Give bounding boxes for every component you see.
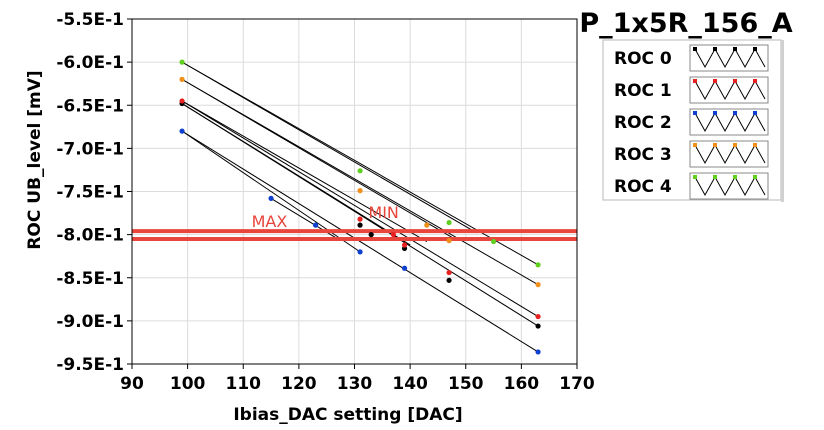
x-tick-label: 110 — [226, 374, 262, 394]
legend-swatch-marker — [693, 111, 697, 115]
legend-swatch-marker — [753, 47, 757, 51]
data-point — [268, 195, 274, 201]
x-axis-label: Ibias_DAC setting [DAC] — [233, 405, 462, 425]
legend-swatch-marker — [713, 143, 717, 147]
legend-swatch-marker — [693, 79, 697, 83]
data-point — [535, 313, 541, 320]
legend-swatch-marker — [693, 175, 697, 179]
fit-line — [181, 61, 478, 234]
x-tick-label: 150 — [448, 374, 484, 394]
legend-label: ROC 3 — [614, 145, 672, 165]
y-tick-label: -8.5E-1 — [56, 269, 124, 289]
fit-line — [181, 100, 428, 242]
x-tick-label: 160 — [504, 374, 540, 394]
data-point — [446, 238, 452, 244]
data-point — [179, 98, 185, 104]
legend-box-shadow — [781, 40, 784, 202]
legend-swatch-marker — [733, 175, 737, 179]
legend-label: ROC 2 — [614, 113, 672, 133]
data-point — [179, 128, 185, 134]
y-axis-label: ROC UB_level [mV] — [25, 70, 45, 249]
legend-swatch-marker — [713, 79, 717, 83]
data-point — [357, 168, 363, 174]
data-point — [357, 249, 363, 255]
grid — [131, 18, 578, 365]
legend-swatch-marker — [733, 79, 737, 83]
data-point — [535, 282, 541, 288]
y-tick-label: -5.5E-1 — [56, 10, 124, 30]
legend-swatch-marker — [733, 111, 737, 115]
data-point — [357, 216, 363, 222]
chart-title: P_1x5R_156_A — [579, 8, 792, 39]
legend-swatch-marker — [753, 175, 757, 179]
data-point — [179, 76, 185, 82]
legend-swatch-marker — [753, 111, 757, 115]
x-tick-label: 170 — [559, 374, 595, 394]
data-point — [312, 222, 319, 228]
fit-line — [181, 130, 539, 353]
x-tick-label: 100 — [170, 374, 206, 394]
legend-swatch-marker — [733, 47, 737, 51]
data-point — [179, 59, 185, 65]
legend-swatch-line — [694, 47, 766, 69]
legend-swatch-marker — [693, 47, 697, 51]
y-tick-label: -9.5E-1 — [56, 355, 124, 375]
legend-swatch-marker — [713, 47, 717, 51]
data-point — [401, 242, 408, 248]
y-tick-label: -8.0E-1 — [56, 226, 124, 246]
legend-label: ROC 1 — [614, 81, 672, 101]
legend-swatch-marker — [713, 175, 717, 179]
fit-line — [181, 78, 455, 240]
legend-swatch-line — [694, 79, 766, 101]
data-point — [368, 232, 374, 238]
data-point — [535, 323, 541, 329]
x-tick-label: 90 — [120, 374, 144, 394]
y-tick-label: -6.5E-1 — [56, 96, 124, 116]
legend-swatch-line — [694, 175, 766, 197]
legend-label: ROC 4 — [614, 177, 672, 197]
data-point — [401, 265, 408, 271]
data-point — [446, 269, 452, 276]
data-point — [390, 232, 397, 238]
fit-line — [181, 100, 539, 317]
limit-label-max: MAX — [252, 212, 288, 231]
y-tick-label: -7.0E-1 — [56, 139, 124, 159]
data-point — [357, 222, 363, 228]
legend-swatch-marker — [693, 143, 697, 147]
y-tick-label: -7.5E-1 — [56, 183, 124, 203]
legend-swatch-marker — [753, 143, 757, 147]
data-point — [535, 262, 541, 268]
limit-lines: MAX MIN — [132, 203, 577, 241]
legend-swatch-marker — [733, 143, 737, 147]
x-tick-label: 130 — [337, 374, 373, 394]
fit-line — [181, 103, 411, 246]
y-tick-label: -6.0E-1 — [56, 53, 124, 73]
x-axis-ticks: 90 100 110 120 130 140 150 160 170 — [120, 364, 595, 394]
legend: ROC 0 ROC 1 ROC 2 ROC 3 ROC 4 — [602, 39, 784, 202]
data-point — [490, 238, 497, 245]
y-tick-label: -9.0E-1 — [56, 312, 124, 332]
data-point — [446, 277, 452, 283]
legend-swatch-line — [694, 111, 766, 133]
data-points — [179, 59, 541, 355]
data-point — [357, 188, 363, 194]
legend-label: ROC 0 — [614, 49, 672, 69]
x-tick-label: 140 — [392, 374, 428, 394]
y-axis-ticks: -5.5E-1 -6.0E-1 -6.5E-1 -7.0E-1 -7.5E-1 -8.0E… — [56, 10, 132, 375]
legend-swatch-line — [694, 143, 766, 165]
legend-swatch-marker — [713, 111, 717, 115]
x-tick-label: 120 — [281, 374, 317, 394]
data-point — [535, 349, 541, 355]
data-point — [446, 219, 452, 226]
legend-swatch-marker — [753, 79, 757, 83]
data-point — [424, 222, 430, 228]
limit-label-min: MIN — [368, 203, 399, 222]
